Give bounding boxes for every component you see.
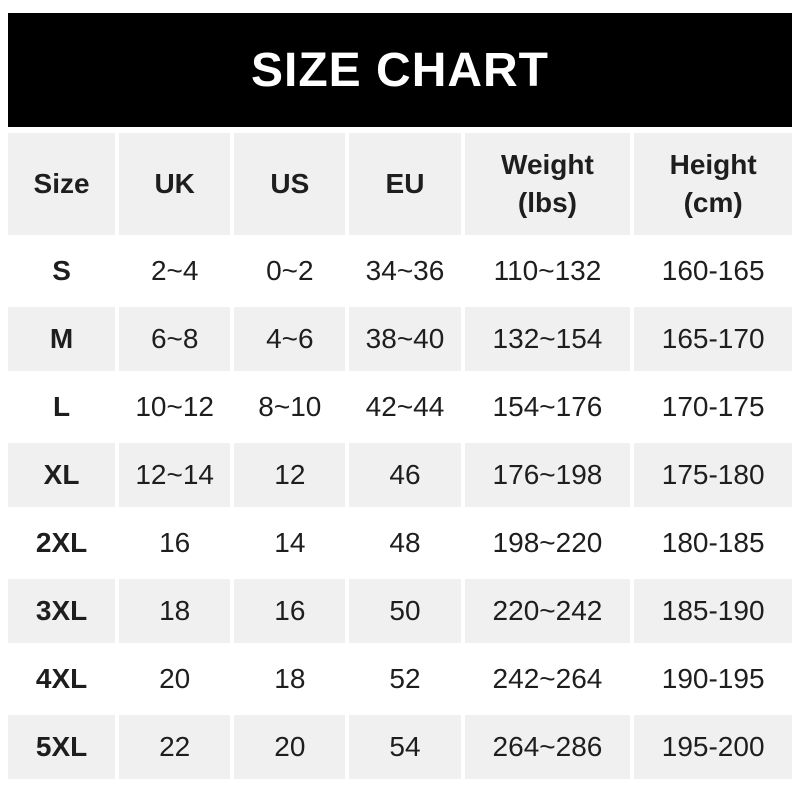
header-cell-uk: UK <box>119 133 231 235</box>
cell-uk: 10~12 <box>119 375 231 439</box>
cell-weight: 264~286 <box>464 715 631 779</box>
cell-us: 0~2 <box>234 239 346 303</box>
cell-us: 18 <box>234 647 346 711</box>
cell-size: L <box>8 375 116 439</box>
table-row-m: M 6~8 4~6 38~40 132~154 165-170 <box>8 307 792 371</box>
table-row-5xl: 5XL 22 20 54 264~286 195-200 <box>8 715 792 779</box>
cell-eu: 50 <box>349 579 461 643</box>
cell-height: 195-200 <box>634 715 792 779</box>
cell-uk: 2~4 <box>119 239 231 303</box>
cell-height: 160-165 <box>634 239 792 303</box>
cell-us: 16 <box>234 579 346 643</box>
header-label: UK <box>154 168 195 200</box>
cell-height: 170-175 <box>634 375 792 439</box>
cell-eu: 48 <box>349 511 461 575</box>
cell-size: S <box>8 239 116 303</box>
cell-us: 4~6 <box>234 307 346 371</box>
cell-weight: 220~242 <box>464 579 631 643</box>
cell-size: M <box>8 307 116 371</box>
cell-eu: 38~40 <box>349 307 461 371</box>
cell-weight: 154~176 <box>464 375 631 439</box>
cell-weight: 110~132 <box>464 239 631 303</box>
table-row-2xl: 2XL 16 14 48 198~220 180-185 <box>8 511 792 575</box>
cell-size: 2XL <box>8 511 116 575</box>
header-label: Height <box>669 149 757 181</box>
header-cell-eu: EU <box>349 133 461 235</box>
cell-height: 190-195 <box>634 647 792 711</box>
cell-eu: 34~36 <box>349 239 461 303</box>
cell-us: 14 <box>234 511 346 575</box>
cell-height: 165-170 <box>634 307 792 371</box>
header-cell-size: Size <box>8 133 116 235</box>
table-row-4xl: 4XL 20 18 52 242~264 190-195 <box>8 647 792 711</box>
header-label: Size <box>33 168 90 200</box>
cell-size: XL <box>8 443 116 507</box>
cell-height: 185-190 <box>634 579 792 643</box>
size-table: Size UK US EU Weight (lbs) Height (cm) S 2… <box>4 129 796 783</box>
cell-us: 12 <box>234 443 346 507</box>
cell-eu: 42~44 <box>349 375 461 439</box>
header-row: Size UK US EU Weight (lbs) Height (cm) <box>8 133 792 235</box>
cell-size: 5XL <box>8 715 116 779</box>
cell-eu: 54 <box>349 715 461 779</box>
cell-weight: 242~264 <box>464 647 631 711</box>
header-sub: (lbs) <box>517 187 577 218</box>
banner-title: SIZE CHART <box>251 43 549 97</box>
table-row-s: S 2~4 0~2 34~36 110~132 160-165 <box>8 239 792 303</box>
header-label: US <box>270 168 310 200</box>
cell-eu: 46 <box>349 443 461 507</box>
header-label: Weight <box>501 149 594 181</box>
header-sub: (cm) <box>683 187 743 218</box>
cell-weight: 132~154 <box>464 307 631 371</box>
cell-height: 175-180 <box>634 443 792 507</box>
cell-size: 4XL <box>8 647 116 711</box>
header-cell-weight: Weight (lbs) <box>464 133 631 235</box>
cell-uk: 6~8 <box>119 307 231 371</box>
cell-weight: 176~198 <box>464 443 631 507</box>
cell-us: 8~10 <box>234 375 346 439</box>
cell-eu: 52 <box>349 647 461 711</box>
header-cell-us: US <box>234 133 346 235</box>
cell-uk: 12~14 <box>119 443 231 507</box>
table-row-3xl: 3XL 18 16 50 220~242 185-190 <box>8 579 792 643</box>
cell-size: 3XL <box>8 579 116 643</box>
cell-us: 20 <box>234 715 346 779</box>
table-row-l: L 10~12 8~10 42~44 154~176 170-175 <box>8 375 792 439</box>
size-chart-banner: SIZE CHART <box>8 13 792 127</box>
header-label: EU <box>385 168 425 200</box>
cell-uk: 20 <box>119 647 231 711</box>
cell-height: 180-185 <box>634 511 792 575</box>
cell-uk: 22 <box>119 715 231 779</box>
cell-uk: 16 <box>119 511 231 575</box>
header-cell-height: Height (cm) <box>634 133 792 235</box>
table-row-xl: XL 12~14 12 46 176~198 175-180 <box>8 443 792 507</box>
cell-weight: 198~220 <box>464 511 631 575</box>
cell-uk: 18 <box>119 579 231 643</box>
size-table-wrap: Size UK US EU Weight (lbs) Height (cm) S 2… <box>0 127 800 783</box>
